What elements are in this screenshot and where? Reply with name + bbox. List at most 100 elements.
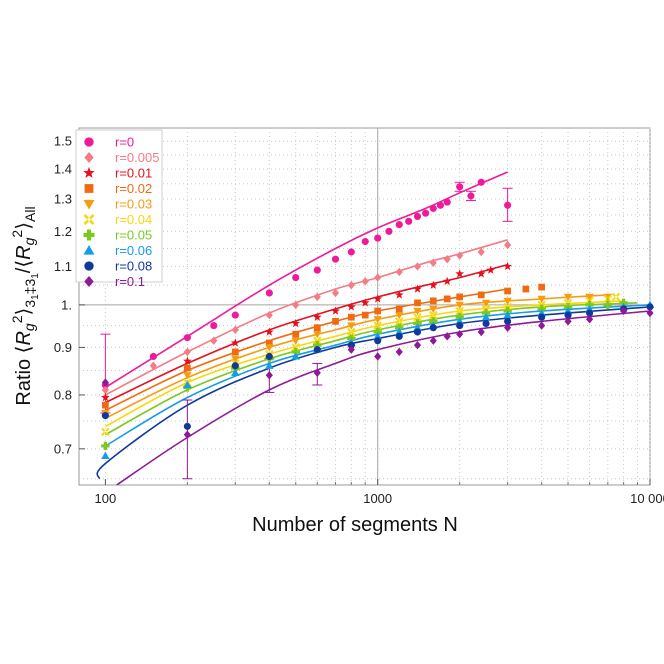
data-point xyxy=(413,284,422,293)
data-point xyxy=(101,378,109,387)
y-axis-label: Ratio ⟨Rg2⟩31‡31/⟨Rg2⟩All xyxy=(9,206,41,405)
data-point xyxy=(429,305,438,314)
data-point xyxy=(347,345,355,354)
data-point xyxy=(503,302,512,312)
data-point xyxy=(231,355,240,363)
data-point xyxy=(183,372,192,380)
data-point xyxy=(413,323,422,331)
data-point xyxy=(231,311,239,319)
legend-label: r=0.08 xyxy=(115,259,152,274)
data-point xyxy=(374,273,382,282)
fit-curve xyxy=(105,263,508,404)
data-point xyxy=(429,310,438,320)
data-point xyxy=(413,328,422,336)
legend-marker xyxy=(83,166,95,178)
data-point xyxy=(101,392,110,402)
data-point xyxy=(102,401,109,409)
ylabel-s1: 2 xyxy=(9,315,25,323)
y-tick-label: 1.2 xyxy=(54,224,72,239)
data-point xyxy=(429,204,437,212)
data-point xyxy=(291,343,300,352)
data-point xyxy=(603,300,613,310)
data-point xyxy=(313,292,321,302)
data-point xyxy=(413,340,422,350)
data-point xyxy=(477,178,485,186)
data-point xyxy=(183,347,191,357)
data-point xyxy=(183,380,192,389)
data-point xyxy=(486,265,496,274)
y-tick-label: 1. xyxy=(61,297,72,312)
data-point xyxy=(504,240,512,250)
ylabel-end: ⟩ xyxy=(13,222,35,230)
x-axis-ticks: 100 1000 10 000 xyxy=(95,479,664,506)
data-point xyxy=(620,306,628,316)
data-point xyxy=(373,321,382,330)
data-point xyxy=(313,340,322,350)
legend: r=0r=0.005r=0.01r=0.02r=0.03r=0.04r=0.05… xyxy=(75,129,163,289)
data-point xyxy=(265,352,273,361)
data-point xyxy=(313,331,322,339)
data-point xyxy=(231,362,239,370)
data-point xyxy=(361,311,369,319)
data-point xyxy=(429,324,437,332)
data-point xyxy=(443,198,451,206)
ylabel-sub2: 1 xyxy=(30,273,41,279)
data-point xyxy=(504,323,512,332)
data-point xyxy=(347,280,355,290)
data-point xyxy=(413,307,422,316)
legend-label: r=0.02 xyxy=(115,181,152,196)
data-point xyxy=(538,283,545,291)
data-point xyxy=(455,306,464,316)
data-point xyxy=(331,306,340,315)
data-point xyxy=(456,322,464,330)
data-point xyxy=(265,371,273,380)
data-point xyxy=(374,234,382,242)
data-point xyxy=(374,307,382,315)
data-point xyxy=(504,317,512,325)
legend-label: r=0.01 xyxy=(115,166,152,181)
data-point xyxy=(564,311,572,319)
legend-marker xyxy=(83,199,95,210)
legend-label: r=0.05 xyxy=(115,228,152,243)
data-point xyxy=(347,313,355,321)
data-point xyxy=(538,313,546,321)
data-point xyxy=(210,336,218,345)
data-point xyxy=(373,327,382,337)
fit-curve xyxy=(105,300,624,428)
ylabel-prefix: Ratio ⟨ xyxy=(13,346,35,406)
data-point xyxy=(395,347,403,357)
data-point xyxy=(347,248,355,256)
data-point xyxy=(374,337,382,345)
data-point xyxy=(183,422,191,430)
data-point xyxy=(313,368,321,378)
data-point xyxy=(504,287,511,295)
data-point xyxy=(538,321,546,330)
data-point xyxy=(361,237,369,246)
x-tick-label: 100 xyxy=(95,491,117,506)
data-point xyxy=(347,341,355,349)
data-point xyxy=(183,356,192,365)
data-point xyxy=(291,352,300,360)
legend-marker xyxy=(83,245,95,255)
data-point xyxy=(413,212,422,221)
data-point xyxy=(456,183,464,191)
legend-marker xyxy=(84,184,94,193)
data-point xyxy=(101,441,110,451)
data-point xyxy=(429,336,437,345)
data-point xyxy=(210,322,218,330)
data-point xyxy=(603,294,613,304)
legend-label: r=0 xyxy=(115,135,134,150)
data-point xyxy=(443,332,451,341)
data-point xyxy=(347,327,356,337)
legend-label: r=0.06 xyxy=(115,243,152,258)
y-tick-label: 1.4 xyxy=(54,162,72,177)
fit-curve xyxy=(105,302,638,436)
y-tick-label: 1.5 xyxy=(54,134,72,149)
data-point xyxy=(312,312,322,321)
data-point xyxy=(395,317,404,326)
data-point xyxy=(101,385,109,395)
ylabel-g1: g xyxy=(21,323,37,331)
y-tick-label: 1.3 xyxy=(54,191,72,206)
data-point xyxy=(603,293,613,302)
